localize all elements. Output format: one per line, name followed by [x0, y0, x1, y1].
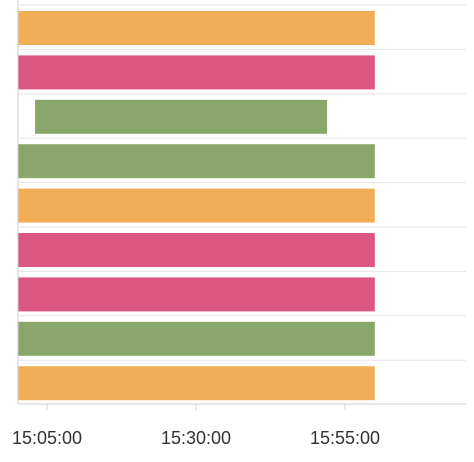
x-axis	[17, 0, 466, 405]
bar-5	[18, 188, 375, 223]
x-ticks: 15:05:00 15:30:00 15:55:00	[12, 404, 380, 448]
bar-4	[18, 144, 375, 179]
bar-9	[18, 366, 375, 401]
bar-6	[18, 233, 375, 267]
bar-8	[18, 321, 375, 356]
bar-1	[18, 11, 375, 45]
x-tick-label-3: 15:55:00	[310, 428, 380, 448]
bars-group	[18, 11, 375, 401]
bar-3	[35, 99, 328, 134]
x-tick-label-2: 15:30:00	[161, 428, 231, 448]
bar-2	[18, 55, 375, 90]
x-tick-label-1: 15:05:00	[12, 428, 82, 448]
bar-7	[18, 277, 375, 312]
grid-lines	[18, 4, 466, 361]
